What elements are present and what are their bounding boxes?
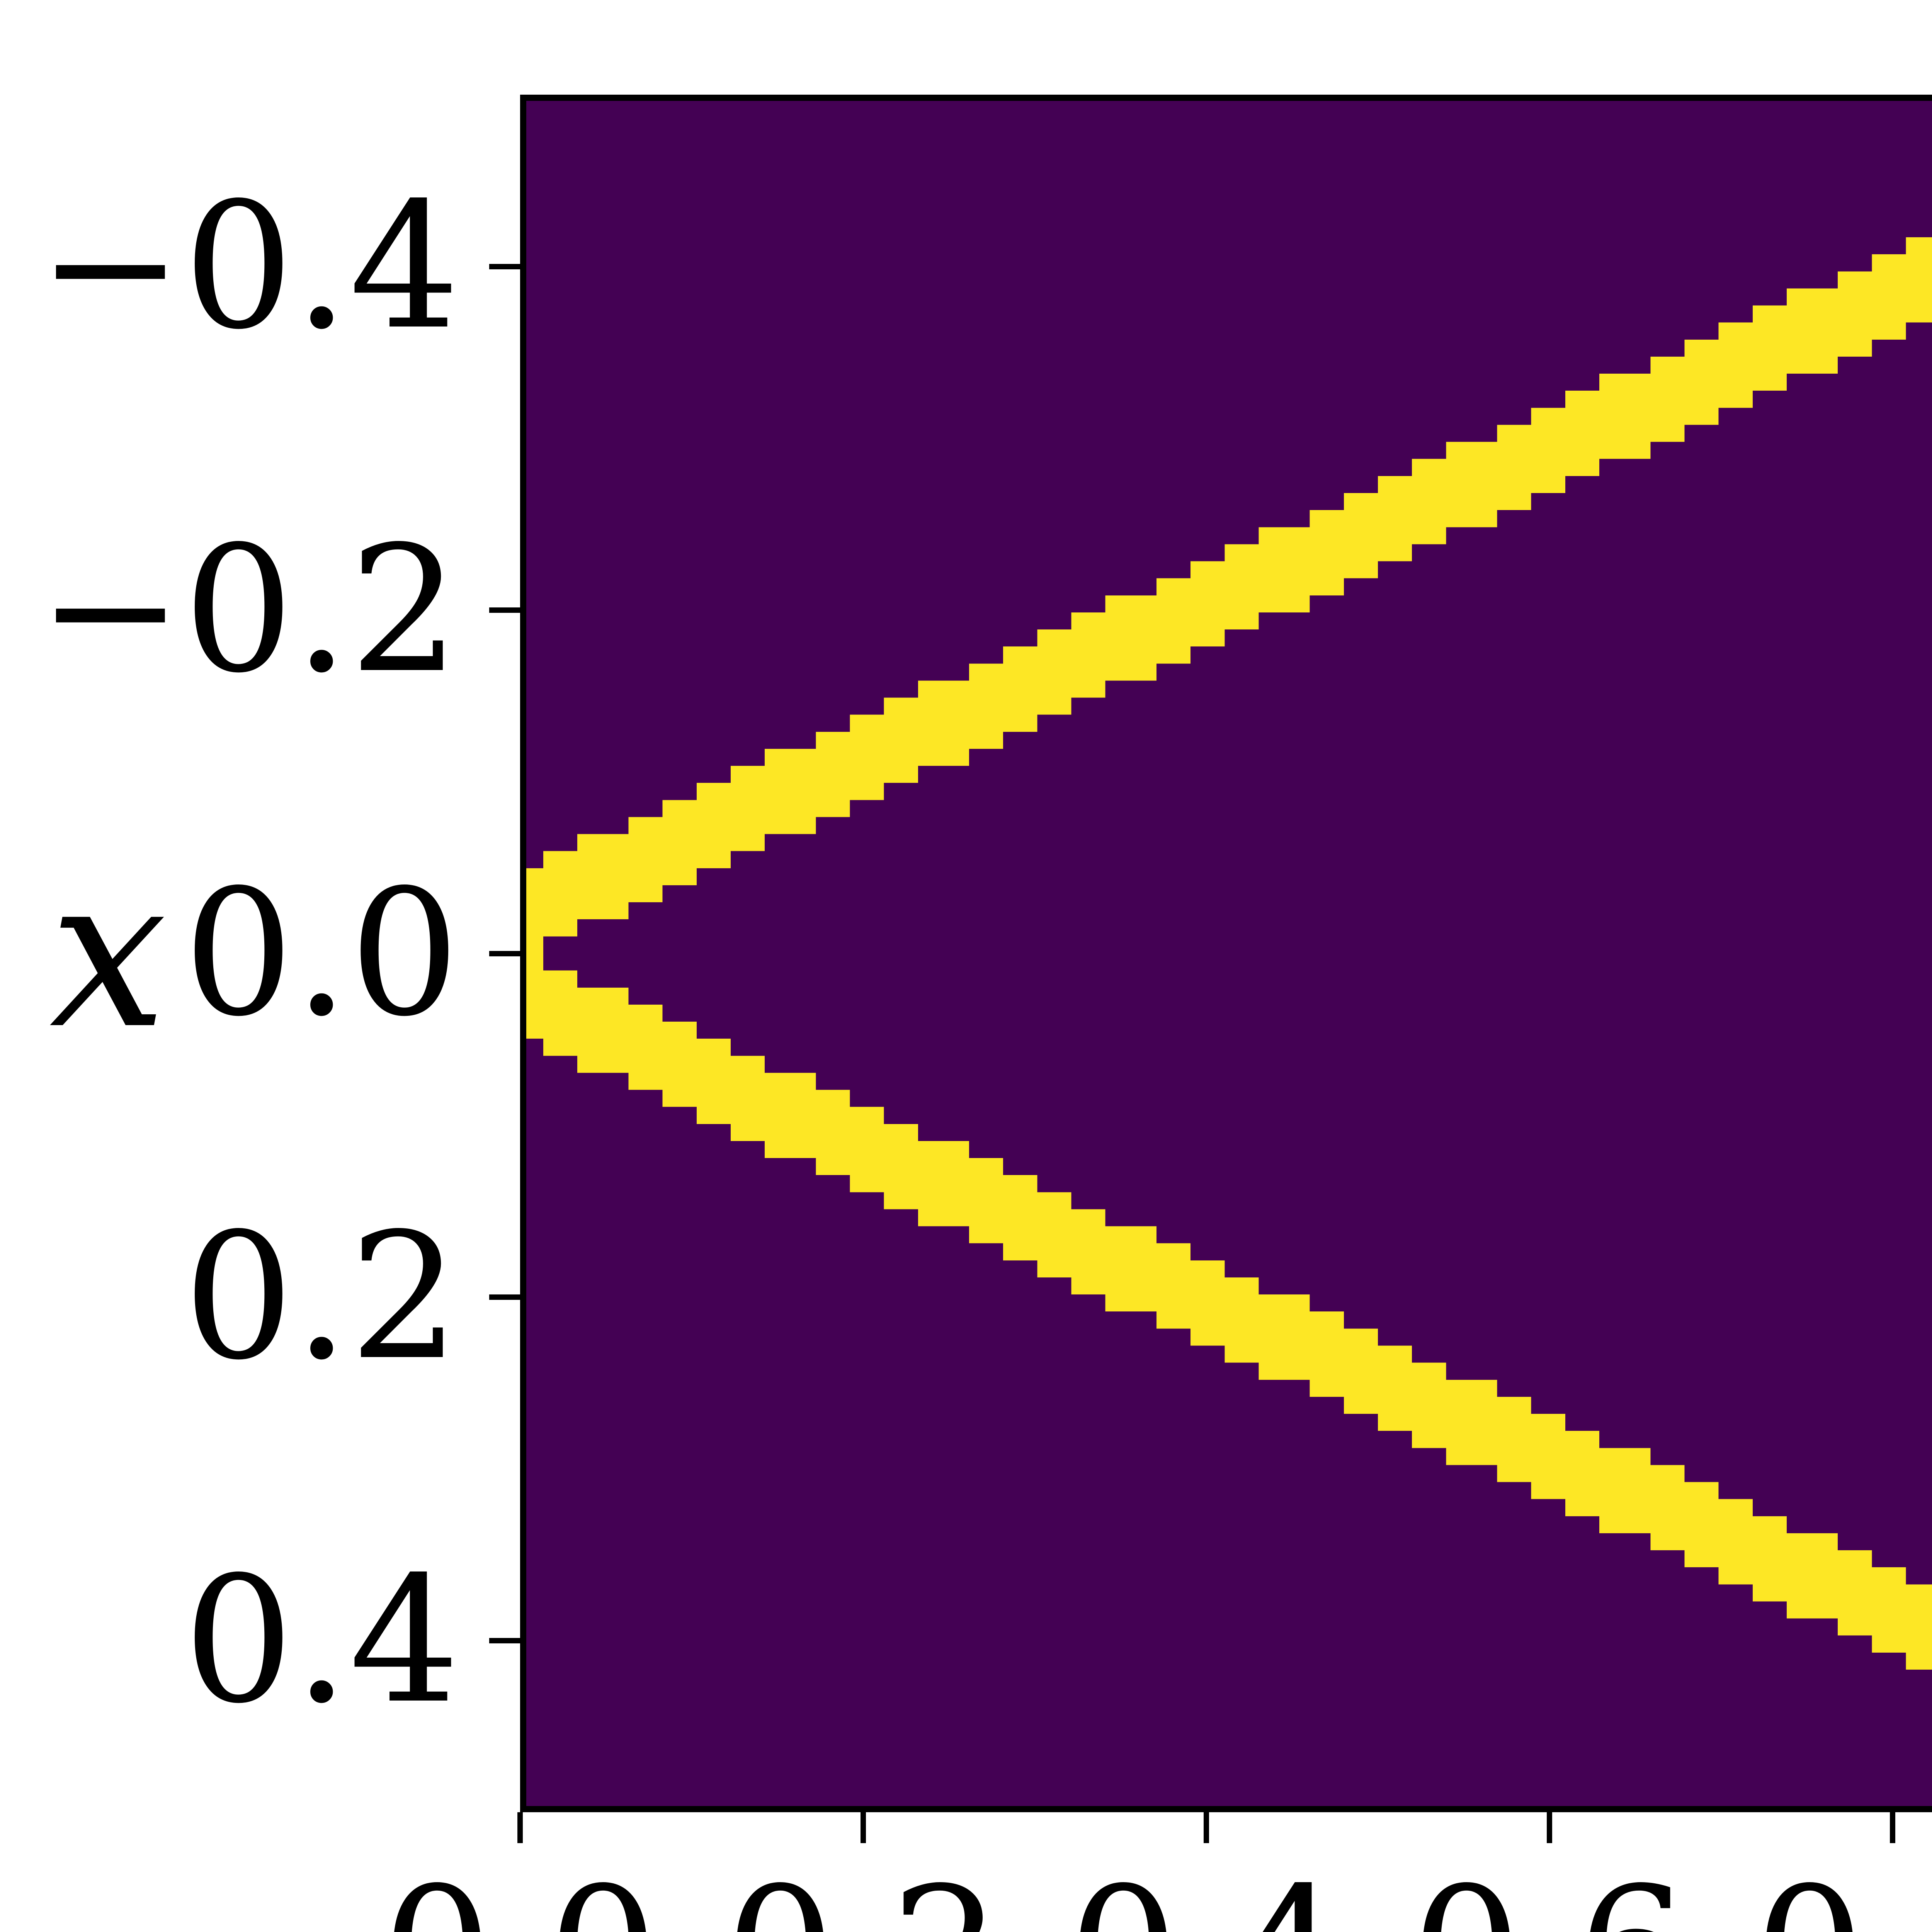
y-tick-label: 0.2 [183,1196,460,1398]
y-tick [489,1294,520,1300]
y-tick [489,264,520,269]
y-tick-label: −0.4 [37,165,460,368]
y-axis-label: x [49,832,167,1075]
x-tick-label: 0.0 [327,1862,713,1932]
heatmap-plot [520,95,1932,1812]
x-tick-label: 0.4 [1013,1862,1400,1932]
x-tick [1890,1812,1895,1843]
x-tick [1547,1812,1552,1843]
y-tick-label: 0.4 [183,1539,460,1742]
x-tick-label: 0.2 [670,1862,1056,1932]
y-tick [489,607,520,613]
heatmap-canvas [526,101,1932,1806]
x-tick [517,1812,523,1843]
x-tick [1204,1812,1209,1843]
x-tick-label: 0.6 [1356,1862,1743,1932]
y-tick-label: −0.2 [37,509,460,711]
y-tick [489,1638,520,1643]
x-tick-label: 0.8 [1699,1862,1932,1932]
x-tick [861,1812,866,1843]
y-tick-label: 0.0 [183,852,460,1055]
y-tick [489,951,520,956]
